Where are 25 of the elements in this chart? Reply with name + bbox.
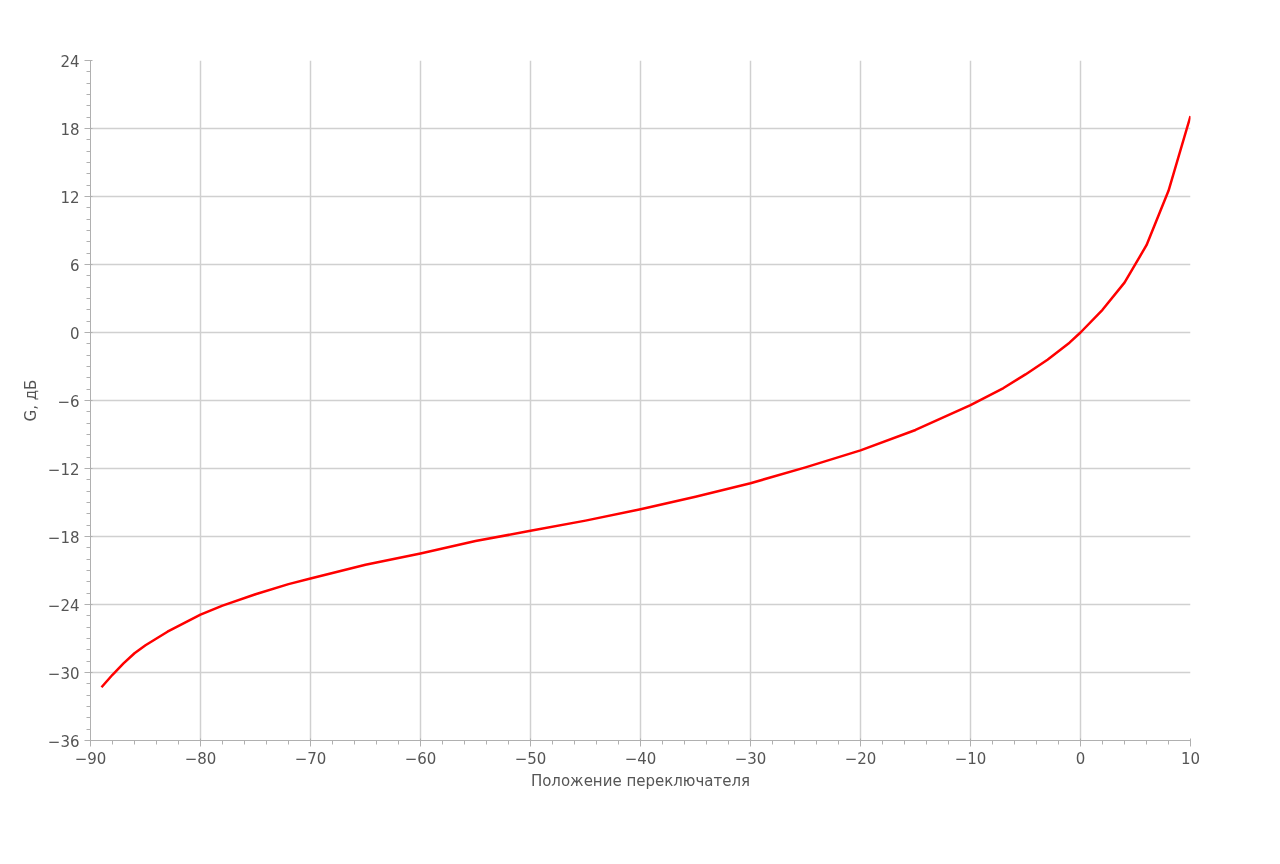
x-tick-label: −80 — [184, 749, 217, 768]
y-tick-label: −6 — [57, 392, 80, 411]
y-tick-label: 6 — [69, 256, 80, 275]
y-tick-label: −36 — [47, 732, 80, 751]
x-tick-label: −40 — [624, 749, 657, 768]
y-tick-label: 12 — [60, 188, 80, 207]
line-series — [100, 114, 1191, 689]
y-tick-label: 0 — [69, 324, 80, 343]
x-tick-label: 0 — [1075, 749, 1086, 768]
x-tick-label: −70 — [294, 749, 327, 768]
x-tick-label: 10 — [1180, 749, 1201, 768]
x-tick-label: −10 — [954, 749, 987, 768]
x-tick-label: −30 — [734, 749, 767, 768]
y-tick-label: −30 — [47, 664, 80, 683]
x-axis-title: Положение переключателя — [530, 771, 751, 790]
x-tick-label: −20 — [844, 749, 877, 768]
x-tick-label: −60 — [404, 749, 437, 768]
y-axis-title: G, дБ — [21, 379, 40, 422]
y-tick-label: 24 — [60, 52, 80, 71]
y-tick-label: 18 — [60, 120, 80, 139]
x-tick-label: −50 — [514, 749, 547, 768]
x-tick-label: −90 — [74, 749, 107, 768]
y-tick-label: −12 — [47, 460, 80, 479]
y-tick-label: −18 — [47, 528, 80, 547]
y-tick-label: −24 — [47, 596, 80, 615]
